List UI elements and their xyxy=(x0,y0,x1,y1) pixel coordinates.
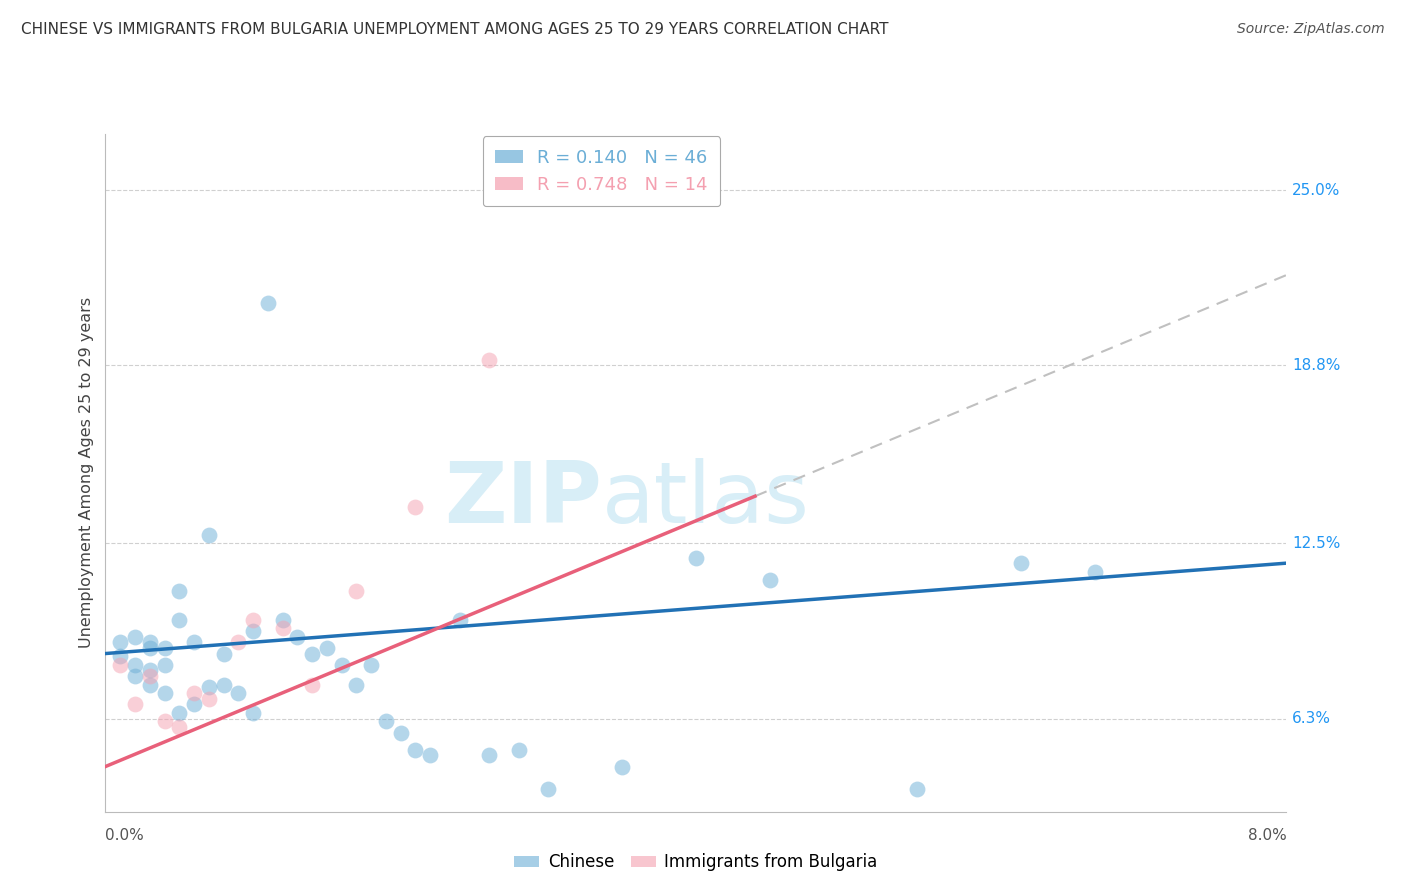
Point xyxy=(153,657,176,672)
Text: 18.8%: 18.8% xyxy=(1292,358,1340,373)
Point xyxy=(226,635,250,649)
Point xyxy=(389,725,412,739)
Point xyxy=(242,624,264,638)
Point xyxy=(330,657,353,672)
Point xyxy=(301,678,323,692)
Point xyxy=(153,686,176,700)
Point xyxy=(256,296,278,310)
Point xyxy=(315,640,337,655)
Point xyxy=(449,613,471,627)
Point xyxy=(124,630,146,644)
Point xyxy=(183,635,205,649)
Point xyxy=(183,686,205,700)
Point xyxy=(124,669,146,683)
Point xyxy=(212,678,235,692)
Point xyxy=(138,669,160,683)
Text: ZIP: ZIP xyxy=(444,458,602,541)
Point xyxy=(153,714,176,729)
Point xyxy=(610,759,633,773)
Point xyxy=(110,649,132,664)
Point xyxy=(242,706,264,720)
Point xyxy=(685,550,707,565)
Point xyxy=(138,678,160,692)
Point xyxy=(478,748,501,763)
Text: CHINESE VS IMMIGRANTS FROM BULGARIA UNEMPLOYMENT AMONG AGES 25 TO 29 YEARS CORRE: CHINESE VS IMMIGRANTS FROM BULGARIA UNEM… xyxy=(21,22,889,37)
Point xyxy=(169,720,191,734)
Point xyxy=(138,640,160,655)
Legend: Chinese, Immigrants from Bulgaria: Chinese, Immigrants from Bulgaria xyxy=(508,847,884,878)
Point xyxy=(508,742,530,756)
Point xyxy=(124,657,146,672)
Point xyxy=(478,352,501,367)
Text: 6.3%: 6.3% xyxy=(1292,711,1331,726)
Point xyxy=(183,698,205,712)
Point xyxy=(242,613,264,627)
Point xyxy=(226,686,250,700)
Text: 0.0%: 0.0% xyxy=(105,828,145,843)
Text: 25.0%: 25.0% xyxy=(1292,183,1340,198)
Point xyxy=(1083,565,1105,579)
Point xyxy=(905,782,928,797)
Point xyxy=(197,691,219,706)
Point xyxy=(405,742,427,756)
Text: atlas: atlas xyxy=(602,458,810,541)
Point xyxy=(124,698,146,712)
Point xyxy=(197,528,219,542)
Point xyxy=(301,647,323,661)
Text: Source: ZipAtlas.com: Source: ZipAtlas.com xyxy=(1237,22,1385,37)
Point xyxy=(212,647,235,661)
Point xyxy=(537,782,560,797)
Y-axis label: Unemployment Among Ages 25 to 29 years: Unemployment Among Ages 25 to 29 years xyxy=(79,297,94,648)
Point xyxy=(271,613,294,627)
Text: 12.5%: 12.5% xyxy=(1292,536,1340,551)
Point xyxy=(169,613,191,627)
Point xyxy=(153,640,176,655)
Point xyxy=(110,657,132,672)
Point xyxy=(344,584,367,599)
Point xyxy=(758,573,780,587)
Point xyxy=(110,635,132,649)
Point xyxy=(197,681,219,695)
Point xyxy=(169,706,191,720)
Point xyxy=(271,621,294,635)
Point xyxy=(360,657,382,672)
Point xyxy=(419,748,441,763)
Point xyxy=(287,630,309,644)
Point xyxy=(138,635,160,649)
Point xyxy=(344,678,367,692)
Point xyxy=(169,584,191,599)
Point xyxy=(138,664,160,678)
Text: 8.0%: 8.0% xyxy=(1247,828,1286,843)
Point xyxy=(374,714,396,729)
Point xyxy=(405,500,427,514)
Point xyxy=(1010,556,1032,570)
